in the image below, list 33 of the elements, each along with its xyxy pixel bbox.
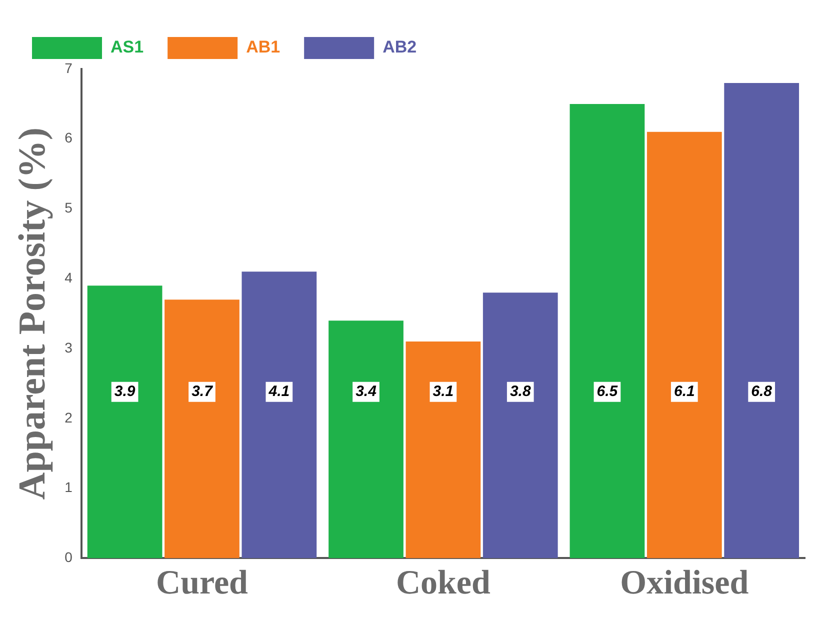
- data-label: 4.1: [268, 383, 290, 400]
- bar: [570, 104, 645, 558]
- y-axis-title: Apparent Porosity (%): [12, 127, 54, 500]
- bar: [164, 300, 240, 558]
- x-tick-label: Cured: [156, 564, 248, 602]
- y-tick-label: 4: [64, 270, 73, 286]
- data-label: 3.1: [432, 383, 454, 400]
- bar: [724, 82, 800, 558]
- bar: [242, 272, 317, 558]
- y-tick-label: 6: [64, 130, 73, 146]
- y-tick-label: 2: [64, 409, 73, 426]
- y-tick-label: 5: [64, 200, 73, 216]
- data-label: 6.5: [596, 383, 618, 400]
- y-tick-label: 0: [64, 549, 73, 566]
- data-label: 3.8: [510, 383, 532, 400]
- data-label: 3.4: [356, 383, 378, 400]
- bar: [328, 320, 404, 558]
- data-label: 6.1: [674, 383, 695, 400]
- y-tick-label: 7: [64, 60, 73, 76]
- bar: [646, 132, 722, 558]
- y-tick-label: 1: [64, 479, 73, 496]
- legend-label: AB1: [246, 38, 280, 57]
- legend-label: AB2: [382, 38, 417, 57]
- y-tick-label: 3: [64, 339, 73, 356]
- data-label: 3.7: [192, 383, 214, 400]
- x-tick-label: Oxidised: [620, 564, 749, 602]
- bar: [87, 286, 162, 558]
- bar: [482, 292, 558, 558]
- data-label: 6.8: [751, 383, 773, 400]
- x-tick-label: Coked: [396, 564, 491, 602]
- legend-label: AS1: [110, 38, 144, 57]
- bar: [406, 342, 481, 558]
- data-label: 3.9: [114, 383, 136, 400]
